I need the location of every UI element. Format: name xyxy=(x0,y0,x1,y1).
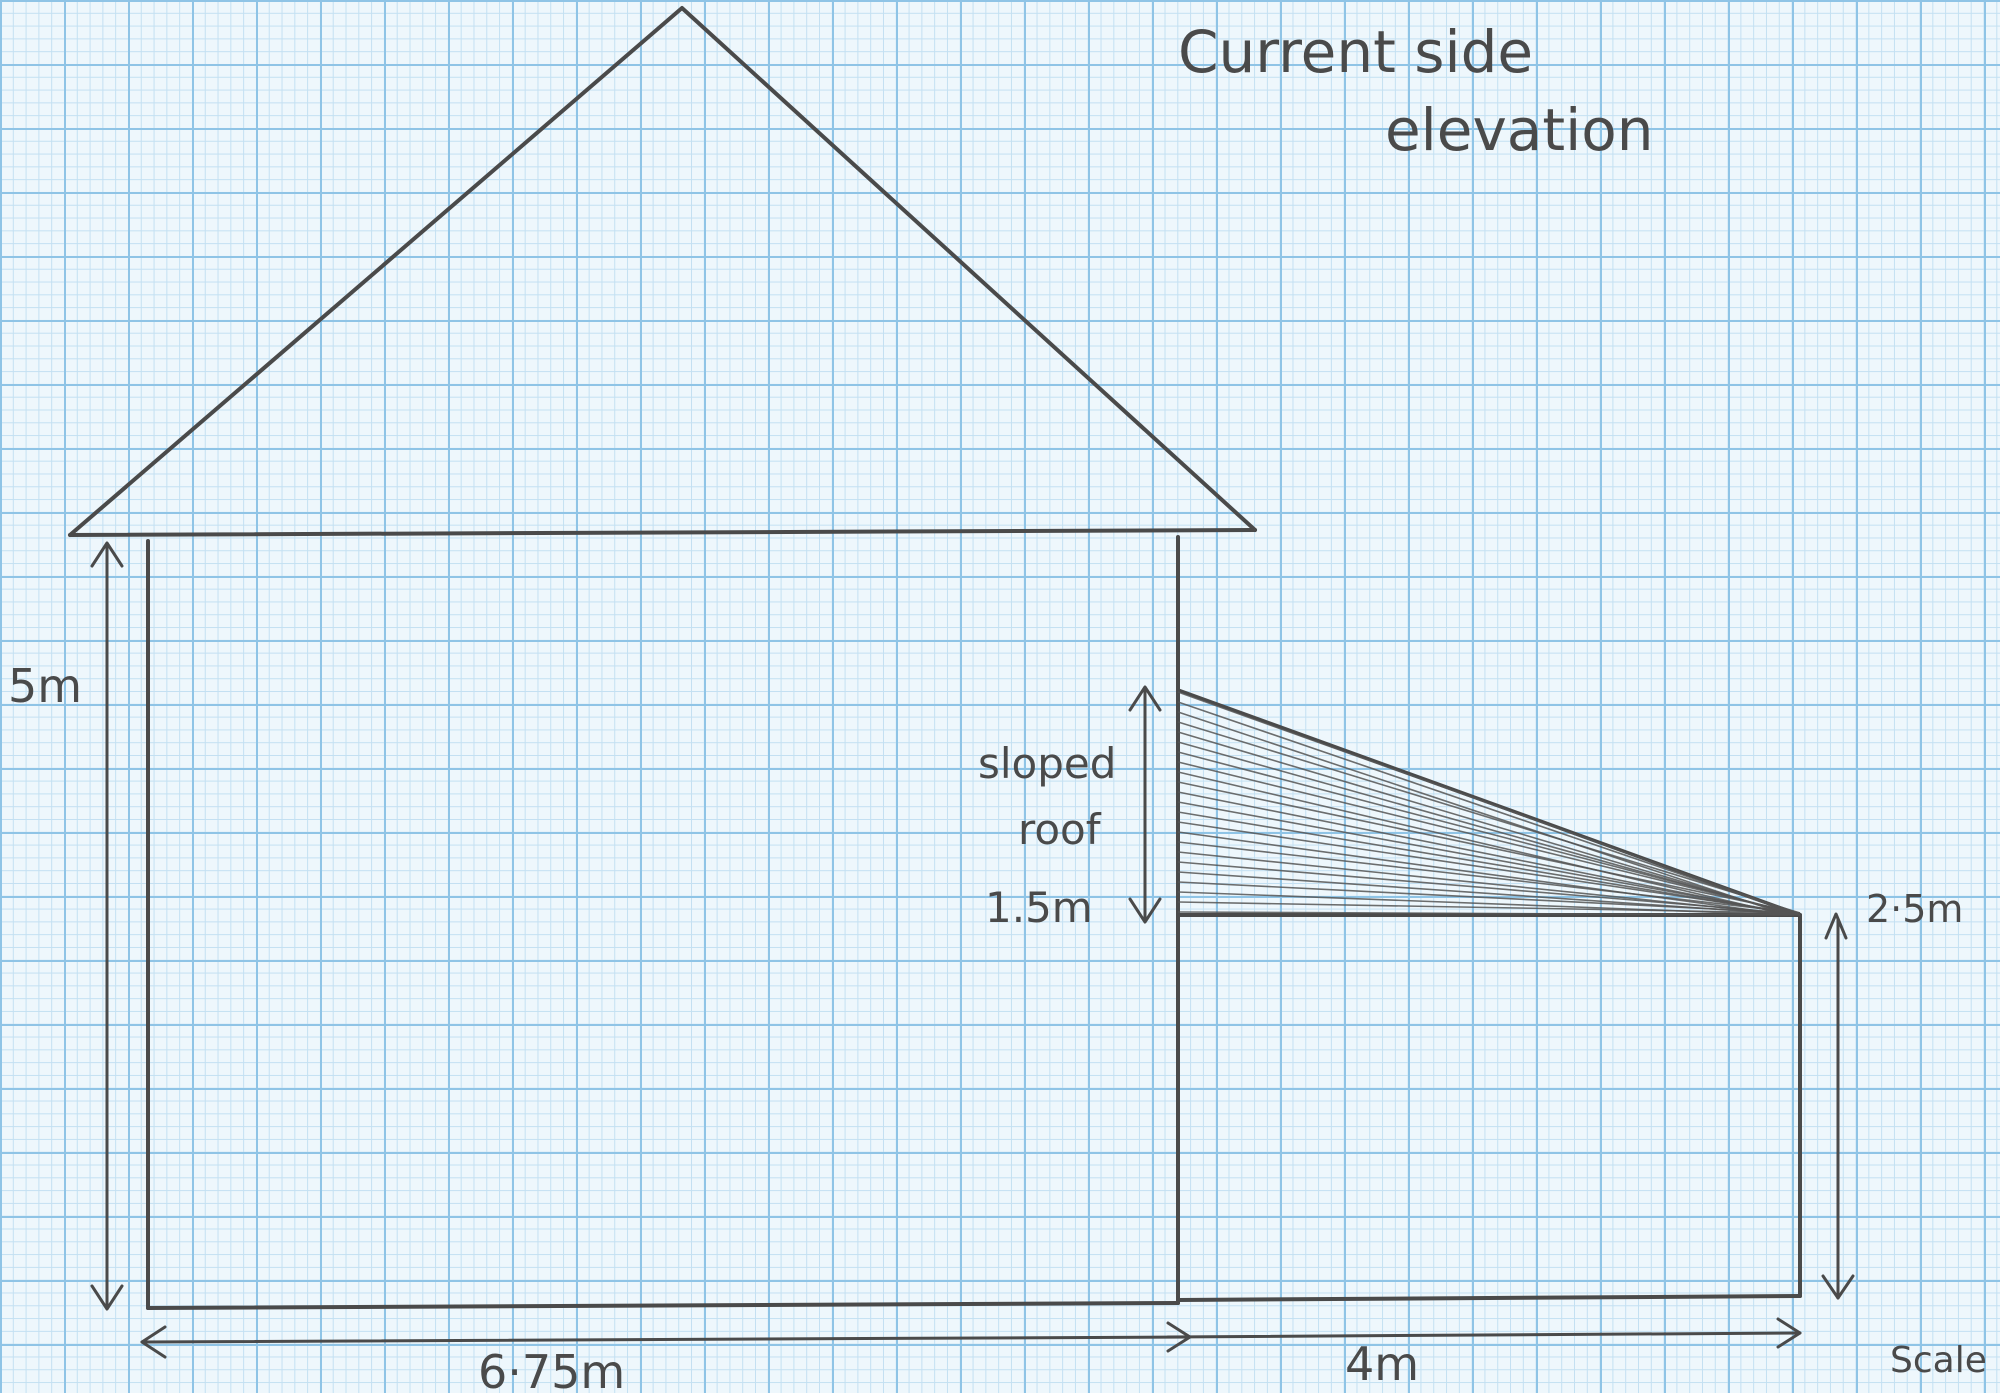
main-house-ground-line xyxy=(146,1301,1180,1310)
main-roof-gable xyxy=(68,6,1257,537)
extension-width-label: 4m xyxy=(1345,1337,1419,1391)
sloped-roof-hatching xyxy=(1177,691,1801,916)
main-roof-eave-line xyxy=(68,528,1257,537)
roof-label-roof: roof xyxy=(1018,805,1102,854)
main-width-label: 6·75m xyxy=(478,1345,625,1393)
extension-ground-line xyxy=(1176,1294,1802,1302)
roof-hatch-stroke xyxy=(1177,691,1801,916)
roof-label-sloped: sloped xyxy=(978,739,1116,788)
roof-hatch-stroke xyxy=(1177,821,1795,914)
roof-hatch-stroke xyxy=(1177,911,1795,916)
roof-hatch-stroke xyxy=(1177,861,1789,914)
roof-hatch-stroke xyxy=(1177,791,1795,916)
roof-hatch-stroke xyxy=(1177,831,1789,916)
drawing-title-line-2: elevation xyxy=(1385,96,1653,164)
roof-hatch-stroke xyxy=(1177,801,1789,914)
roof-height-arrow-bottom xyxy=(1128,897,1162,924)
roof-hatch-stroke xyxy=(1177,761,1795,914)
roof-hatch-stroke xyxy=(1177,731,1795,916)
roof-height-label: 1.5m xyxy=(985,883,1093,932)
scale-label: Scale xyxy=(1890,1340,1987,1381)
roof-height-arrow-top xyxy=(1128,685,1162,712)
roof-hatch-stroke xyxy=(1177,771,1789,916)
main-width-dimension-line xyxy=(140,1335,1192,1344)
roof-hatch-stroke xyxy=(1177,701,1795,914)
main-height-arrow-top xyxy=(90,541,124,568)
extension-height-arrow-bottom xyxy=(1821,1274,1855,1300)
roof-hatch-stroke xyxy=(1177,721,1801,914)
roof-hatch-stroke xyxy=(1177,901,1801,914)
extension-width-arrow-right xyxy=(1776,1317,1802,1349)
roof-hatch-stroke xyxy=(1177,841,1801,914)
roof-hatch-stroke xyxy=(1177,881,1795,914)
main-height-label: 5m xyxy=(8,659,82,713)
roof-hatch-stroke xyxy=(1177,711,1789,916)
drawing-title-line-1: Current side xyxy=(1178,18,1533,86)
roof-hatch-stroke xyxy=(1177,781,1801,914)
main-width-arrow-left xyxy=(140,1325,167,1359)
main-height-arrow-bottom xyxy=(90,1284,124,1311)
extension-height-label: 2·5m xyxy=(1866,887,1963,931)
extension-height-arrow-top xyxy=(1824,912,1848,940)
roof-hatch-stroke xyxy=(1177,751,1801,916)
extension-width-dimension-line xyxy=(1166,1331,1802,1339)
